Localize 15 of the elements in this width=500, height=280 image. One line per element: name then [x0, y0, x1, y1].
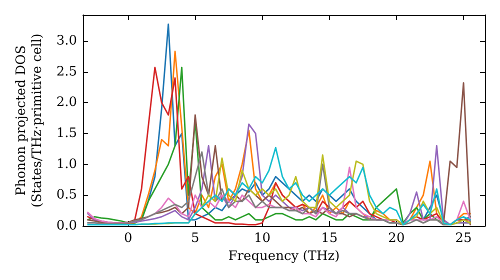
y-tick-label: 2.5 [56, 64, 77, 80]
y-axis-title: Phonon projected DOS (States/THz·primitive cell) [14, 33, 45, 208]
x-tick-label: 25 [455, 231, 472, 246]
y-tick-label: 0.0 [56, 218, 77, 234]
x-axis-title: Frequency (THz) [228, 249, 340, 264]
y-tick-label: 2.0 [56, 95, 77, 110]
x-tick-label: 10 [254, 231, 271, 246]
y-tick-label: 1.0 [56, 156, 77, 172]
x-tick-label: 15 [321, 231, 338, 246]
x-tick-label: 0 [124, 231, 132, 246]
x-tick-label: 5 [191, 231, 200, 246]
x-tick-label: 20 [388, 231, 405, 246]
y-tick-label: 3.0 [56, 33, 77, 48]
y-tick-label: 1.5 [56, 126, 77, 141]
y-tick-label: 0.5 [56, 188, 77, 203]
